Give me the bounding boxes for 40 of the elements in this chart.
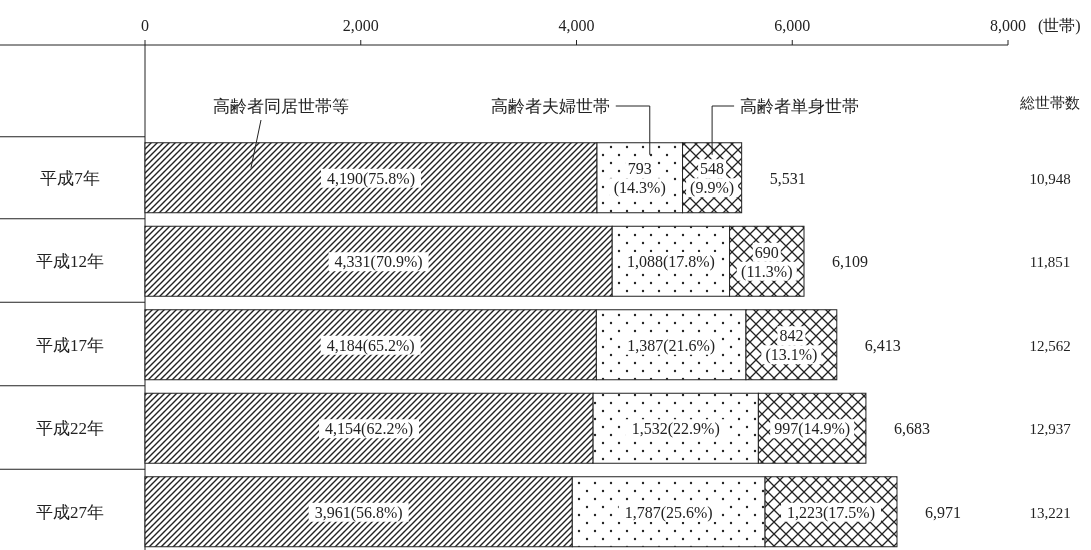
data-label: 842(13.1%) xyxy=(765,327,818,365)
x-tick-label: 6,000 xyxy=(774,17,811,34)
data-label: 793(14.3%) xyxy=(613,160,666,198)
data-label: 997(14.9%) xyxy=(774,420,851,439)
data-label: 1,223(17.5%) xyxy=(787,503,876,522)
data-label: 1,532(22.9%) xyxy=(631,420,720,439)
text: 12,562 xyxy=(1029,337,1071,354)
y-tick-label: 平成7年 xyxy=(40,168,100,188)
x-tick-label: 4,000 xyxy=(558,17,595,34)
y-tick-label: 平成27年 xyxy=(36,502,104,522)
y-tick-label: 平成12年 xyxy=(36,252,104,272)
text: 13,221 xyxy=(1029,504,1071,521)
data-label: 548(9.9%) xyxy=(690,160,735,198)
x-tick-label: 8,000 xyxy=(990,17,1026,34)
data-label: 4,331(70.9%) xyxy=(334,253,423,272)
x-tick-label: 0 xyxy=(141,17,149,34)
series-label: 高齢者同居世帯等 xyxy=(213,97,349,116)
data-label: 1,088(17.8%) xyxy=(626,253,715,272)
text: 11,851 xyxy=(1029,254,1071,271)
data-label: 3,961(56.8%) xyxy=(314,503,403,522)
total-label: 6,413 xyxy=(864,336,901,354)
data-label: 4,184(65.2%) xyxy=(326,336,415,355)
y-tick-label: 平成22年 xyxy=(36,419,104,439)
text: 12,937 xyxy=(1029,421,1072,438)
series-label: 高齢者単身世帯 xyxy=(740,97,860,116)
total-label: 6,971 xyxy=(925,503,961,521)
total-label: 5,531 xyxy=(769,169,806,187)
text: 総世帯数 xyxy=(1019,95,1080,111)
data-label: 1,387(21.6%) xyxy=(627,336,716,355)
total-label: 6,683 xyxy=(893,420,930,438)
data-label: 4,154(62.2%) xyxy=(325,420,414,439)
x-tick-label: 2,000 xyxy=(342,17,379,34)
data-label: 690(11.3%) xyxy=(741,243,793,281)
data-label: 4,190(75.8%) xyxy=(327,169,415,188)
total-label: 6,109 xyxy=(832,253,869,271)
text: 10,948 xyxy=(1029,170,1071,187)
x-axis-title: (世帯) xyxy=(1038,17,1081,35)
series-label: 高齢者夫婦世帯 xyxy=(490,97,610,116)
y-tick-label: 平成17年 xyxy=(36,335,104,355)
data-label: 1,787(25.6%) xyxy=(624,503,713,522)
